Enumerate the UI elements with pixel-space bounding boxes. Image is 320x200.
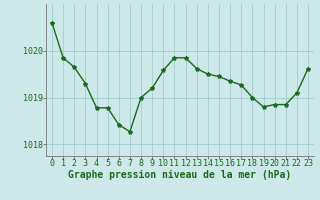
X-axis label: Graphe pression niveau de la mer (hPa): Graphe pression niveau de la mer (hPa) bbox=[68, 170, 292, 180]
